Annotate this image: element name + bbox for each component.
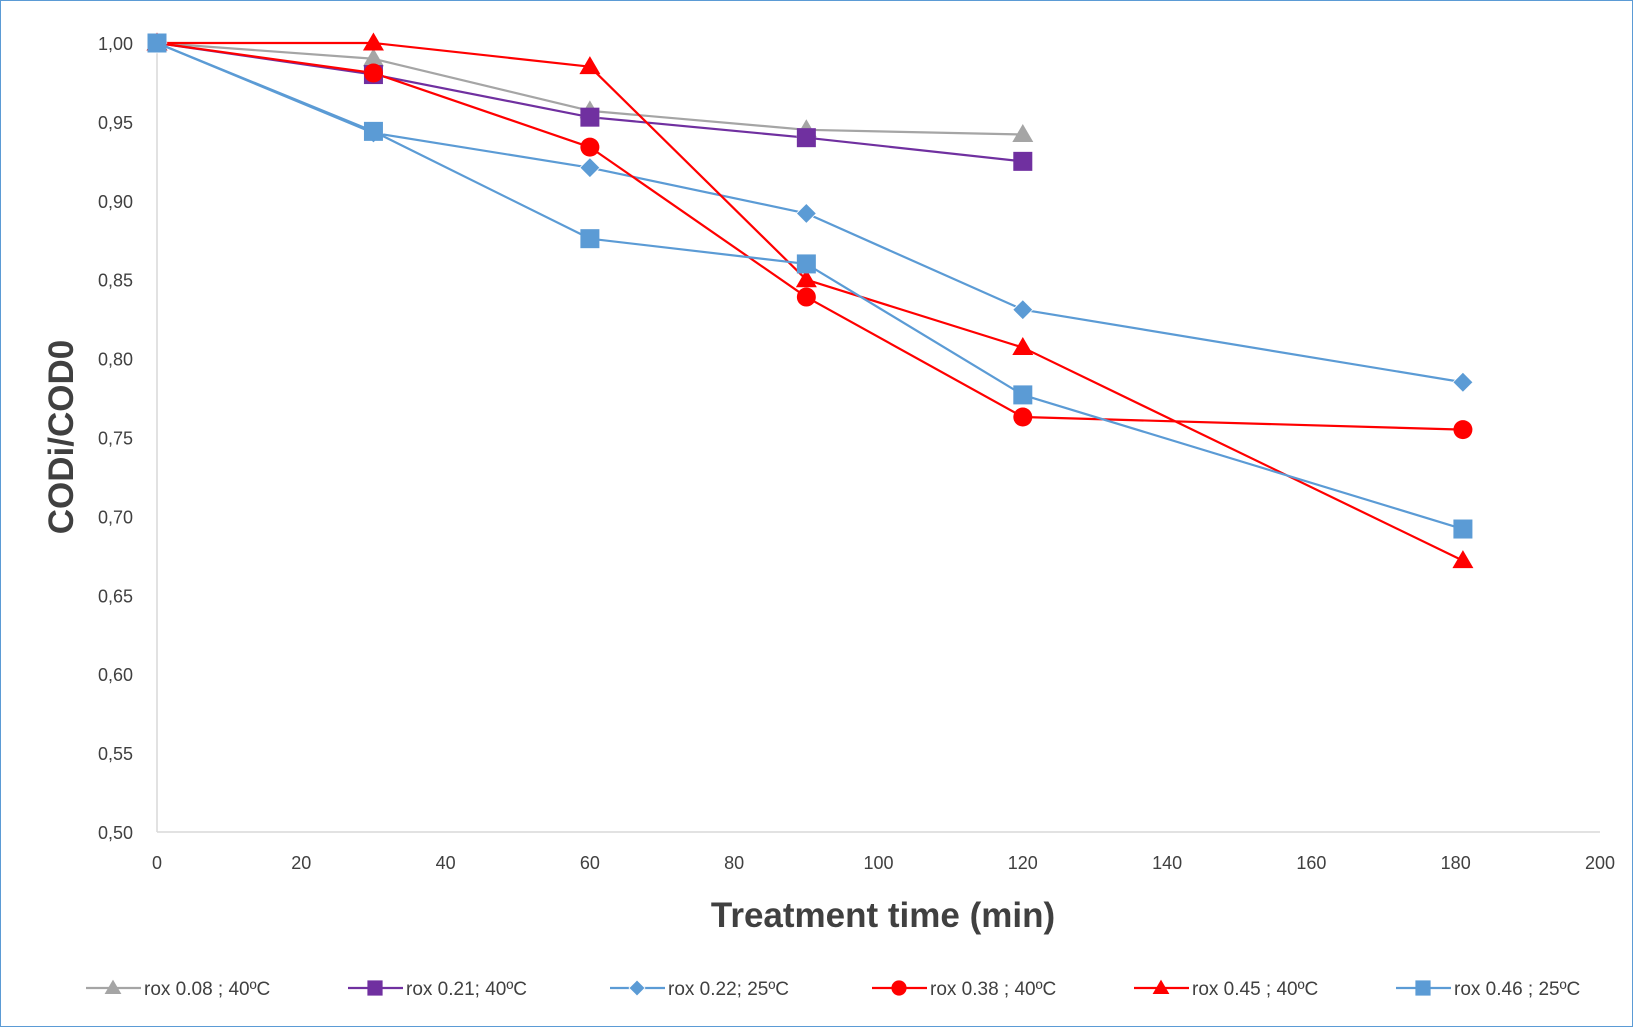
x-tick-label: 20 xyxy=(291,853,311,873)
y-tick-label: 0,85 xyxy=(98,271,133,291)
data-point xyxy=(796,287,816,307)
x-tick-label: 200 xyxy=(1585,853,1615,873)
data-point xyxy=(796,128,816,148)
data-point xyxy=(147,33,167,53)
legend-marker xyxy=(1415,980,1431,996)
data-point xyxy=(580,137,600,157)
x-tick-label: 120 xyxy=(1008,853,1038,873)
y-tick-label: 0,75 xyxy=(98,429,133,449)
data-point xyxy=(362,32,384,51)
data-point xyxy=(362,48,384,67)
legend-label: rox 0.21; 40ºC xyxy=(406,979,527,1000)
legend-marker xyxy=(367,980,383,996)
data-point xyxy=(795,202,817,224)
legend-marker xyxy=(891,980,907,996)
x-tick-label: 80 xyxy=(724,853,744,873)
axes xyxy=(156,43,1600,833)
series-line-5 xyxy=(157,41,1464,562)
data-point xyxy=(1012,299,1034,321)
data-point xyxy=(363,121,383,141)
y-tick-label: 0,80 xyxy=(98,350,133,370)
y-tick-label: 0,95 xyxy=(98,113,133,133)
y-tick-label: 0,90 xyxy=(98,192,133,212)
data-point xyxy=(1013,407,1033,427)
x-axis-title: Treatment time (min) xyxy=(711,896,1055,935)
data-point xyxy=(1013,385,1033,405)
series-markers xyxy=(146,32,1474,569)
x-tick-label: 180 xyxy=(1441,853,1471,873)
data-point xyxy=(1452,550,1474,569)
data-point xyxy=(579,56,601,75)
y-tick-label: 0,60 xyxy=(98,665,133,685)
x-tick-label: 0 xyxy=(152,853,162,873)
x-tick-label: 40 xyxy=(436,853,456,873)
series-line-6 xyxy=(156,41,1464,531)
x-tick-label: 100 xyxy=(863,853,893,873)
legend-label: rox 0.08 ; 40ºC xyxy=(144,979,270,1000)
data-point xyxy=(796,254,816,274)
data-point xyxy=(1012,337,1034,356)
legend-marker xyxy=(1152,979,1170,994)
y-tick-label: 0,65 xyxy=(98,586,133,606)
data-point xyxy=(580,107,600,127)
legend-marker xyxy=(104,979,122,994)
y-tick-label: 0,55 xyxy=(98,744,133,764)
legend-label: rox 0.22; 25ºC xyxy=(668,979,789,1000)
y-tick-label: 0,50 xyxy=(98,823,133,843)
data-point xyxy=(363,63,383,83)
data-point xyxy=(1013,151,1033,171)
data-point xyxy=(580,229,600,249)
x-axis-ticks: 0 20 40 60 80 100 120 140 160 180 200 xyxy=(152,853,1615,873)
legend-label: rox 0.46 ; 25ºC xyxy=(1454,979,1580,1000)
data-point xyxy=(1012,124,1034,143)
legend-marker xyxy=(628,979,646,997)
series-line-4 xyxy=(156,41,1463,431)
y-tick-label: 1,00 xyxy=(98,34,133,54)
x-tick-label: 160 xyxy=(1296,853,1326,873)
data-point xyxy=(795,269,817,288)
data-point xyxy=(579,157,601,179)
y-tick-label: 0,70 xyxy=(98,507,133,527)
data-point xyxy=(1453,519,1473,539)
x-tick-label: 140 xyxy=(1152,853,1182,873)
data-point xyxy=(1452,371,1474,393)
x-tick-label: 60 xyxy=(580,853,600,873)
legend-label: rox 0.45 ; 40ºC xyxy=(1192,979,1318,1000)
data-point xyxy=(1453,420,1473,440)
legend: rox 0.08 ; 40ºC rox 0.21; 40ºC rox 0.22; 2… xyxy=(86,979,1580,1000)
legend-label: rox 0.38 ; 40ºC xyxy=(930,979,1056,1000)
y-axis-ticks: 0,50 0,55 0,60 0,65 0,70 0,75 0,80 0,85 0,90 0,95… xyxy=(98,34,133,843)
y-axis-title: CODi/COD0 xyxy=(42,340,81,534)
series-line-3 xyxy=(156,41,1464,384)
